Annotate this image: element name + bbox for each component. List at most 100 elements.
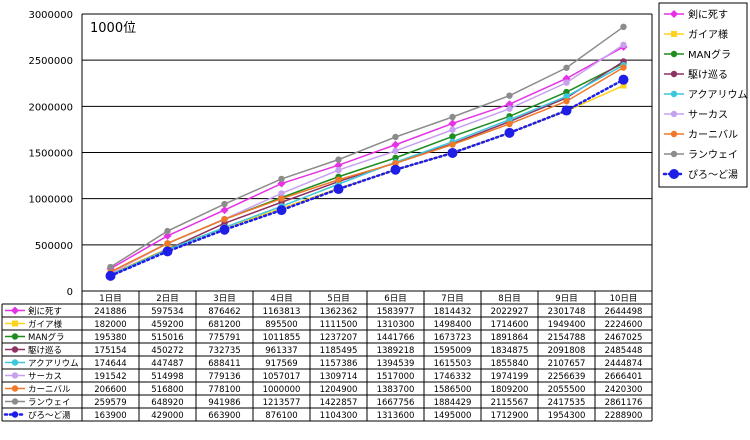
x-tick-label: 5日目 [327,294,349,304]
table-row: 剣に死す 241886 597534 876462 1163813 1362362 1583… [5,306,643,317]
table-cell: 2485448 [605,346,643,356]
table-cell: 2644498 [605,307,643,317]
table-cell: 447487 [151,359,183,369]
table-cell: 1746332 [434,372,472,382]
table-cell: 2417535 [548,398,586,408]
data-point [620,41,627,49]
legend-label: サーカス [688,109,728,121]
table-cell: 1673723 [434,333,472,343]
data-point [392,147,399,155]
table-cell: 1362362 [320,307,358,317]
data-point [620,64,627,71]
table-cell: 175154 [94,346,126,356]
y-tick-label: 0 [67,287,73,298]
table-cell: 1498400 [434,320,472,330]
table-cell: 429000 [151,411,183,421]
series-polyline [109,78,625,278]
data-point [563,64,570,71]
table-row: サーカス 191542 514998 779136 1057017 1309714 1517… [5,372,642,382]
table-cell: 2666401 [605,372,643,382]
data-point [335,176,342,183]
row-key-marker [11,333,19,340]
data-point [506,92,513,99]
legend-marker [671,31,677,37]
legend-label: 駆け巡る [688,69,728,81]
table-cell: 1104300 [320,411,358,421]
data-point [334,161,343,170]
table-cell: 1855840 [491,359,529,369]
table-cell: 1394539 [377,359,415,369]
legend-label: ぴろ～ど湯 [688,168,738,181]
table-cell: 1185495 [320,346,358,356]
legend-marker [670,70,678,78]
table-cell: 1809200 [491,385,529,395]
row-series-name: MANグラ [28,332,65,343]
data-point [277,179,286,188]
table-cell: 1595009 [434,346,472,356]
data-point [163,231,172,240]
data-point [447,147,458,158]
table-cell: 778100 [208,385,240,395]
series-line [107,23,627,271]
data-point [220,206,229,215]
data-point [563,98,570,105]
table-cell: 2055500 [548,385,586,395]
data-point [335,166,342,174]
table-cell: 1583977 [377,307,415,317]
data-point [561,105,572,116]
data-point [504,127,515,138]
legend-label: ランウェイ [688,149,738,161]
row-series-name: カーニバル [28,385,71,395]
y-tick-label: 1500000 [28,149,73,160]
data-point [219,224,230,235]
table-cell: 775791 [208,333,240,343]
table-cell: 459200 [151,320,183,330]
table-cell: 2301748 [548,307,586,317]
table-cell: 1000000 [263,385,301,395]
y-axis: 0 500000 1000000 1500000 2000000 2500000 30000… [28,10,73,298]
table-cell: 648920 [151,398,183,408]
table-cell: 191542 [94,372,126,382]
table-row: ガイア様 182000 459200 681200 895500 1111500 13103… [5,319,642,330]
series-polyline [110,26,624,268]
table-cell: 1814432 [434,307,472,317]
table-cell: 732735 [208,346,240,356]
data-point [448,119,457,128]
x-tick-label: 10日目 [610,294,638,304]
row-key-marker [11,385,19,392]
table-cell: 597534 [151,307,183,317]
y-tick-label: 1000000 [28,195,73,206]
table-cell: 2467025 [605,333,643,343]
table-cell: 1213577 [263,398,301,408]
data-point [221,215,228,223]
table-cell: 1310300 [377,320,415,330]
table-cell: 1163813 [263,307,301,317]
table-row: 駆け巡る 175154 450272 732735 961337 1185495 13892… [5,345,642,356]
data-point [506,120,513,128]
data-point [164,227,171,235]
data-point [563,79,570,86]
table-cell: 182000 [94,320,126,330]
series-polyline [110,44,624,274]
data-point [563,93,570,100]
legend-item: ランウェイ [664,149,738,161]
y-tick-label: 500000 [35,241,73,252]
legend-marker [670,150,678,158]
table-row: MANグラ 195380 515016 775791 1011855 1237207 144… [5,332,642,343]
legend-label: カーニバル [688,129,738,141]
row-key-marker [11,398,19,405]
table-cell: 917569 [265,359,297,369]
table-cell: 1204900 [320,385,358,395]
legend-marker [670,10,678,18]
x-tick-label: 8日目 [498,294,520,304]
y-tick-label: 2500000 [28,56,73,67]
row-series-name: ガイア様 [28,319,63,330]
row-series-name: ランウェイ [28,398,71,408]
table-cell: 1441766 [377,333,415,343]
table-cell: 961337 [265,346,297,356]
table-cell: 241886 [94,307,126,317]
data-point [278,175,285,183]
table-cell: 516800 [151,385,183,395]
chart-annotation: 1000位 [90,21,136,36]
